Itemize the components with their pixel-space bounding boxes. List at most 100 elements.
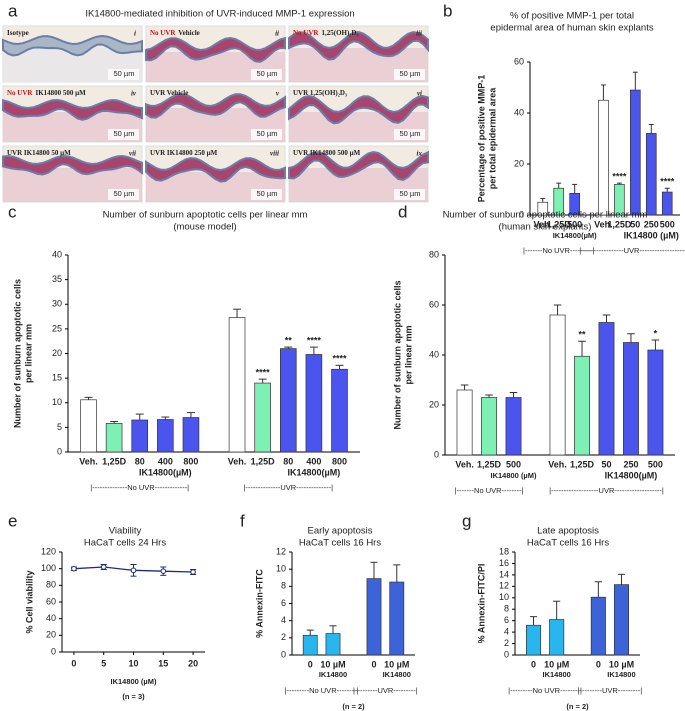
x-axis-label: IK14800 (µM) <box>110 677 157 686</box>
tile-condition: No UVR <box>293 29 319 37</box>
x-group-sublabel: IK14800(µM) <box>605 470 658 480</box>
bar <box>613 584 630 656</box>
tile-numeral: v <box>276 90 280 98</box>
x-tick-label: 1,25D <box>251 456 276 466</box>
significance: **** <box>333 354 348 364</box>
bar <box>305 354 323 453</box>
panel-letter: b <box>443 1 452 20</box>
epidermis <box>145 36 286 63</box>
tissue-tile: No UVR Vehicle ii 50 µm <box>145 25 286 83</box>
significance: **** <box>307 335 322 345</box>
scale-bar-box <box>108 129 139 140</box>
tissue-tile: No UVR 1,25(OH)₂D₃ iii 50 µm <box>288 25 429 83</box>
scale-bar-label: 50 µm <box>257 129 278 138</box>
x-group-label: |---------No UVR--------| <box>285 686 359 695</box>
x-tick-label: 5 <box>101 658 106 668</box>
x-tick-label: 250 <box>623 459 638 469</box>
tissue-tile: Isotype i 50 µm <box>2 25 143 83</box>
y-axis-label: % Annexin-FITC/PI <box>476 564 486 644</box>
x-tick-label: 500 <box>660 219 675 229</box>
y-tick-label: 0 <box>434 449 439 459</box>
bar <box>549 314 566 456</box>
epidermis <box>2 154 143 176</box>
tile-label: No UVR Vehicle <box>150 29 200 37</box>
x-tick-label: 10 µM <box>384 659 409 669</box>
y-tick-label: 80 <box>46 580 56 590</box>
chart-title: Early apoptosis <box>308 526 373 537</box>
scale-bar-label: 50 µm <box>114 129 135 138</box>
x-group-label: |--------------UVR--------------| <box>243 483 333 492</box>
y-tick-label: 10 <box>276 564 286 574</box>
x-tick-label: 10 µM <box>320 659 345 669</box>
y-tick-label: 0 <box>51 646 56 656</box>
x-tick-label: 1,25D <box>477 459 502 469</box>
x-tick-label: 500 <box>506 459 521 469</box>
chart-subtitle: HaCaT cells 16 Hrs <box>299 538 381 549</box>
bar <box>279 348 297 453</box>
scale-bar-label: 50 µm <box>114 189 135 198</box>
y-tick-label: 14 <box>499 569 509 579</box>
x-group-label: |-----------------UVR-------------------… <box>579 246 685 255</box>
y-tick-label: 60 <box>46 596 56 606</box>
tile-label: Isotype <box>7 29 29 37</box>
x-tick-sublabel: IK14800 <box>542 670 570 679</box>
significance: **** <box>612 172 627 182</box>
x-tick-label: 15 <box>158 658 168 668</box>
epidermis <box>288 150 429 181</box>
tile-text: Vehicle <box>178 29 200 37</box>
x-tick-label: 0 <box>371 659 376 669</box>
tile-condition: No UVR <box>150 29 176 37</box>
panel-letter: d <box>398 202 407 221</box>
epidermis <box>145 157 286 183</box>
tile-label: No UVR IK14800 500 µM <box>7 89 86 97</box>
tile-text: UVR 1,25(OH)₂D₃ <box>293 89 347 97</box>
chart-subtitle: (human skin explants) <box>499 222 592 233</box>
tile-label: UVR IK14800 250 µM <box>150 149 218 157</box>
scale-bar-label: 50 µm <box>400 189 421 198</box>
chart-subtitle: HaCaT cells 16 Hrs <box>527 538 609 549</box>
x-tick-label: 1,25D <box>102 456 127 466</box>
x-tick-label: 0 <box>71 658 76 668</box>
y-tick-label: 40 <box>52 249 62 259</box>
y-tick-label: 4 <box>281 615 286 625</box>
significance: **** <box>256 367 271 377</box>
y-tick-label: 0 <box>504 649 509 659</box>
x-tick-sublabel: IK14800 <box>319 670 347 679</box>
x-tick-label: 10 µM <box>609 659 634 669</box>
y-tick-label: 100 <box>41 563 56 573</box>
sample-note: (n = 3) <box>122 692 145 701</box>
y-tick-label: 12 <box>499 581 509 591</box>
bar <box>525 624 542 656</box>
bar <box>331 368 348 453</box>
tile-text: UVR IK14800 500 µM <box>293 149 361 157</box>
tile-text: UVR IK14800 250 µM <box>150 149 218 157</box>
chart-subtitle: HaCaT cells 24 Hrs <box>84 538 166 549</box>
x-tick-label: 800 <box>332 456 347 466</box>
panel-letter: a <box>8 1 18 20</box>
marker <box>100 564 107 570</box>
marker <box>160 568 167 574</box>
bar <box>574 355 590 456</box>
x-tick-label: 400 <box>158 456 173 466</box>
tissue-tile: No UVR IK14800 500 µM iv 50 µm <box>1 85 143 143</box>
y-tick-label: 15 <box>52 373 62 383</box>
significance: **** <box>660 177 675 187</box>
tile-label: UVR IK14800 50 µM <box>7 149 71 157</box>
y-axis-label: % Annexin-FITC <box>254 569 264 638</box>
tile-numeral: viii <box>270 150 279 158</box>
tile-condition: No UVR <box>7 89 33 97</box>
panel-title: IK14800-mediated inhibition of UVR-induc… <box>85 9 354 20</box>
y-tick-label: 80 <box>429 249 439 259</box>
x-tick-label: Veh. <box>534 219 553 229</box>
tile-text: UVR IK14800 50 µM <box>7 149 71 157</box>
y-tick-label: 60 <box>429 299 439 309</box>
marker <box>190 569 196 575</box>
panel-letter: e <box>8 511 17 530</box>
y-tick-label: 8 <box>281 581 286 591</box>
y-tick-label: 40 <box>429 349 439 359</box>
tissue-tile: UVR IK14800 50 µM vii 50 µm <box>2 145 143 203</box>
panel-letter: f <box>240 511 245 530</box>
tissue-tile: UVR 1,25(OH)₂D₃ vi 50 µm <box>288 85 429 143</box>
significance: ** <box>285 335 293 345</box>
y-axis-label: per total epidermal area <box>487 87 497 190</box>
